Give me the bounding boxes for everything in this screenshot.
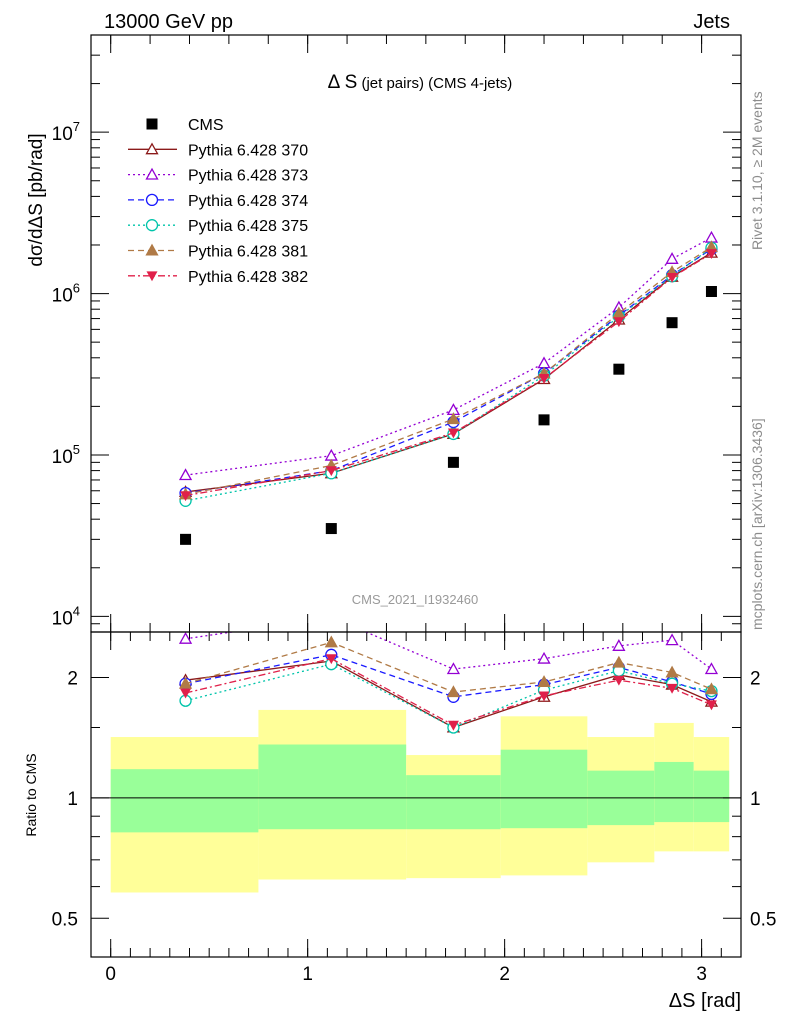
x-tick-label: 2 [499, 964, 510, 985]
mc-point [538, 374, 550, 384]
ratio-point [613, 675, 625, 686]
inner-band [654, 761, 694, 823]
x-tick-label: 3 [696, 964, 707, 985]
legend-marker [146, 271, 158, 282]
mc-point [537, 356, 551, 369]
inner-band [500, 749, 588, 829]
y-tick-label: 106 [52, 281, 80, 307]
ratio-frame [90, 631, 742, 958]
ratio-axis-ticks: 0.5 0.5 1 1 2 2 0 1 2 3 [52, 632, 776, 985]
data-point [180, 533, 192, 545]
mc-point [666, 272, 678, 283]
data-point [447, 456, 459, 468]
ratio-point [704, 682, 719, 695]
ratio-y-axis-label: Ratio to CMS [23, 753, 39, 836]
ratio-y-tick-label-right: 0.5 [750, 909, 776, 930]
mc-point [325, 466, 337, 477]
ratio-panel: 0.5 0.5 1 1 2 2 0 1 2 3 Ratio to CMS ΔS [rad] [23, 612, 776, 1012]
energy-label: 13000 GeV pp [104, 11, 233, 33]
ratio-point [612, 639, 626, 651]
mc-point [446, 412, 461, 425]
ratio-point [537, 675, 551, 688]
legend: CMS Pythia 6.428 370 Pythia 6.428 373 Pythi… [128, 117, 308, 286]
plot-title-sub: (jet pairs) (CMS 4-jets) [357, 75, 512, 92]
legend-label: Pythia 6.428 370 [188, 142, 308, 159]
ratio-point [447, 720, 459, 731]
main-panel: 104 105 106 107 Δ S (jet pairs) (CMS 4-jets… [26, 34, 742, 633]
ratio-point [666, 683, 678, 694]
ratio-error-bands [91, 709, 741, 893]
mc-point [180, 491, 192, 502]
plot-title-main: Δ S [328, 72, 358, 93]
legend-label: Pythia 6.428 375 [188, 218, 308, 235]
process-label: Jets [693, 11, 730, 33]
y-tick-label: 107 [52, 119, 80, 145]
inner-band [110, 769, 259, 833]
data-point [705, 285, 717, 297]
mc-point [705, 249, 717, 260]
ratio-point [326, 612, 337, 622]
legend-label: Pythia 6.428 382 [188, 269, 308, 286]
data-point [538, 414, 550, 426]
ratio-point [538, 691, 550, 702]
mc-point [613, 317, 625, 328]
ratio-y-tick-label: 2 [67, 669, 78, 690]
legend-label: Pythia 6.428 374 [188, 193, 308, 210]
ratio-series-line [185, 641, 712, 693]
x-tick-label: 1 [302, 964, 313, 985]
ratio-y-tick-label: 0.5 [52, 909, 78, 930]
ratio-point [704, 662, 719, 675]
y-tick-label: 105 [52, 442, 80, 468]
inner-band [406, 775, 501, 830]
x-axis-label: ΔS [rad] [669, 990, 741, 1012]
legend-marker [146, 118, 158, 130]
inner-band [258, 744, 407, 830]
legend-marker [145, 219, 159, 232]
data-point [325, 523, 337, 535]
legend-label: Pythia 6.428 373 [188, 168, 308, 185]
ratio-point [178, 632, 193, 644]
ratio-point [324, 635, 338, 648]
mc-point [178, 468, 193, 481]
mc-point [324, 448, 338, 461]
mcplots-label: mcplots.cern.ch [arXiv:1306.3436] [749, 418, 765, 630]
legend-label: Pythia 6.428 381 [188, 244, 308, 261]
y-tick-label: 104 [52, 603, 80, 629]
rivet-version-label: Rivet 3.1.10, ≥ 2M events [749, 91, 765, 250]
legend-label: CMS [188, 117, 224, 134]
watermark: CMS_2021_I1932460 [352, 592, 479, 607]
ratio-point [612, 655, 626, 668]
data-point [666, 317, 678, 329]
ratio-y-tick-label-right: 1 [750, 789, 761, 810]
ratio-point [178, 676, 193, 689]
legend-marker [145, 167, 159, 180]
ratio-plot-area [178, 612, 719, 734]
ratio-y-tick-label: 1 [67, 789, 78, 810]
ratio-point [180, 688, 192, 699]
ratio-point [325, 654, 337, 665]
ratio-point [665, 633, 679, 646]
ratio-y-tick-label-right: 2 [750, 669, 761, 690]
mc-point [665, 252, 679, 264]
inner-band [693, 770, 730, 823]
ratio-point [446, 685, 461, 698]
x-tick-label: 0 [105, 964, 116, 985]
ratio-point [537, 651, 551, 664]
ratio-point [665, 665, 679, 678]
y-axis-label: dσ/dΔS [pb/rad] [26, 133, 47, 266]
ratio-point [705, 700, 717, 711]
ratio-series-group [178, 612, 719, 734]
mc-point [447, 428, 459, 439]
ratio-point [446, 662, 461, 675]
legend-marker [145, 243, 159, 256]
main-axis-ticks: 104 105 106 107 [52, 35, 741, 632]
legend-marker [145, 193, 159, 207]
plot-title: Δ S (jet pairs) (CMS 4-jets) [328, 72, 513, 93]
data-point [613, 363, 625, 375]
main-plot-area [178, 230, 719, 545]
series-line [185, 252, 712, 493]
legend-marker [145, 142, 159, 155]
